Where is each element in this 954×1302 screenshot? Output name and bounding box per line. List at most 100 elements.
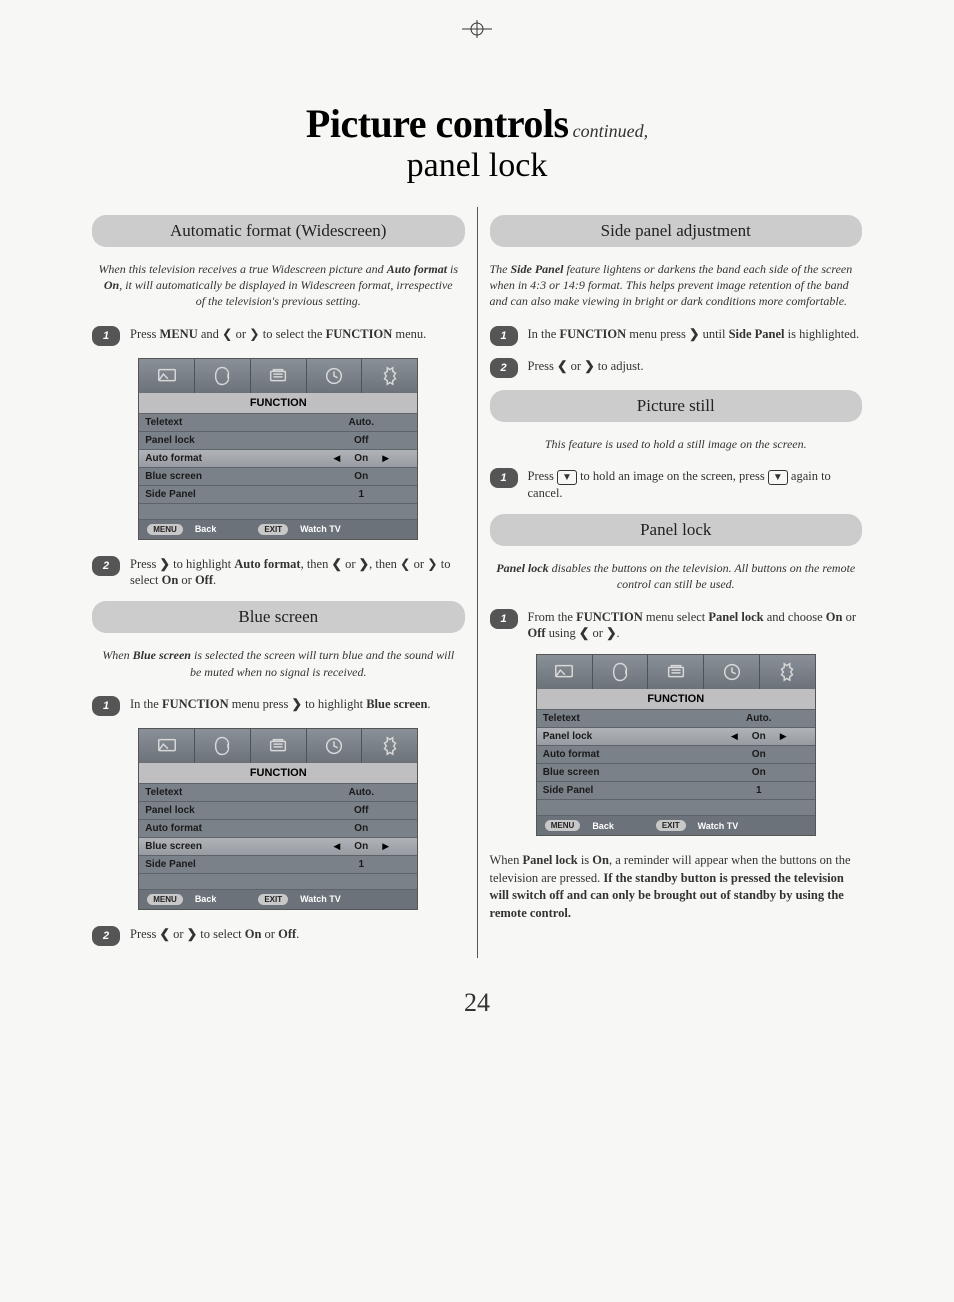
panel-lock-step-1: 1 From the FUNCTION menu select Panel lo…: [490, 609, 863, 643]
osd-row: Auto format On: [139, 819, 417, 837]
left-arrow-icon: ◀: [333, 453, 340, 464]
osd-footer: MENUBackEXITWatch TV: [139, 889, 417, 909]
step-text: In the FUNCTION menu press ❯ until Side …: [528, 326, 860, 346]
side-panel-step-1: 1 In the FUNCTION menu press ❯ until Sid…: [490, 326, 863, 346]
osd-row-value: On: [346, 471, 376, 482]
osd-tab-icon: [307, 359, 363, 393]
osd-function-menu-3: FUNCTIONTeletextAuto.Panel lock◀On▶Auto …: [536, 654, 816, 836]
manual-page: Picture controls continued, panel lock A…: [0, 20, 954, 1018]
osd-tab-icon: [362, 359, 417, 393]
osd-row-label: Blue screen: [145, 841, 311, 852]
osd-title: FUNCTION: [139, 393, 417, 413]
osd-row-label: Blue screen: [145, 471, 311, 482]
osd-row: Panel lock Off: [139, 801, 417, 819]
section-picture-still-header: Picture still: [490, 390, 863, 422]
osd-row-label: Side Panel: [145, 489, 311, 500]
osd-row-label: Auto format: [145, 823, 311, 834]
step-number: 1: [490, 609, 518, 629]
osd-row-value: Off: [346, 805, 376, 816]
osd-tab-icon: [362, 729, 417, 763]
osd-tab-icon: [537, 655, 593, 689]
osd-title: FUNCTION: [537, 689, 815, 709]
content-columns: Automatic format (Widescreen) When this …: [80, 207, 874, 958]
section-auto-format-header: Automatic format (Widescreen): [92, 215, 465, 247]
auto-format-step-2: 2 Press ❯ to highlight Auto format, then…: [92, 556, 465, 590]
auto-format-intro: When this television receives a true Wid…: [92, 261, 465, 310]
exit-pill: EXIT: [258, 894, 288, 905]
osd-row-value: 1: [744, 785, 774, 796]
blue-screen-intro: When Blue screen is selected the screen …: [92, 647, 465, 679]
crop-mark: [80, 20, 874, 40]
step-text: Press ❮ or ❯ to adjust.: [528, 358, 644, 378]
osd-footer: MENUBackEXITWatch TV: [537, 815, 815, 835]
step-number: 1: [490, 468, 518, 488]
osd-row-label: Auto format: [543, 749, 709, 760]
osd-row: Blue screen On: [139, 467, 417, 485]
side-panel-step-2: 2 Press ❮ or ❯ to adjust.: [490, 358, 863, 378]
hold-icon: ▼: [557, 470, 577, 486]
osd-row: Side Panel1: [139, 855, 417, 873]
section-panel-lock-header: Panel lock: [490, 514, 863, 546]
right-arrow-icon: ▶: [780, 731, 787, 742]
exit-pill: EXIT: [258, 524, 288, 535]
title-continued: continued,: [573, 121, 648, 141]
osd-row-value: On: [744, 749, 774, 760]
step-text: Press ❮ or ❯Press ❮ or ❯ to select to se…: [130, 926, 299, 946]
page-title: Picture controls continued, panel lock: [80, 100, 874, 185]
side-panel-intro: The Side Panel feature lightens or darke…: [490, 261, 863, 310]
menu-pill: MENU: [545, 820, 581, 831]
osd-row-value: Auto.: [346, 787, 376, 798]
osd-row-label: Panel lock: [145, 805, 311, 816]
osd-row-value: Off: [346, 435, 376, 446]
osd-row: Blue screen◀On▶: [139, 837, 417, 855]
step-text: In the FUNCTION menu press ❯ to highligh…: [130, 696, 431, 716]
osd-row-value: Auto.: [346, 417, 376, 428]
right-column: Side panel adjustment The Side Panel fea…: [478, 207, 875, 958]
osd-row-label: Auto format: [145, 453, 311, 464]
osd-row-value: On: [346, 823, 376, 834]
osd-row: Panel lockOff: [139, 431, 417, 449]
panel-lock-note: When Panel lock is On, a reminder will a…: [490, 852, 863, 922]
osd-tab-icon: [195, 729, 251, 763]
osd-row-label: Teletext: [145, 787, 311, 798]
title-sub: panel lock: [407, 147, 548, 184]
step-number: 2: [490, 358, 518, 378]
osd-row-label: Side Panel: [543, 785, 709, 796]
step-number: 2: [92, 556, 120, 576]
section-blue-screen-header: Blue screen: [92, 601, 465, 633]
step-text: From the FUNCTION menu select Panel lock…: [528, 609, 863, 643]
menu-pill: MENU: [147, 524, 183, 535]
osd-tab-icon: [139, 359, 195, 393]
step-text: Press MENU and ❮ or ❯ to select the FUNC…: [130, 326, 426, 346]
osd-tab-icon: [139, 729, 195, 763]
left-arrow-icon: ◀: [333, 841, 340, 852]
page-number: 24: [80, 988, 874, 1018]
osd-row: Auto format On: [537, 745, 815, 763]
osd-tab-icon: [760, 655, 815, 689]
left-column: Automatic format (Widescreen) When this …: [80, 207, 478, 958]
osd-row: Panel lock◀On▶: [537, 727, 815, 745]
osd-tab-icon: [251, 729, 307, 763]
right-arrow-icon: ▶: [382, 841, 389, 852]
step-number: 1: [490, 326, 518, 346]
osd-row-value: 1: [346, 489, 376, 500]
osd-function-menu-1: FUNCTIONTeletextAuto.Panel lockOff Auto f…: [138, 358, 418, 540]
hold-icon: ▼: [768, 470, 788, 486]
title-main: Picture controls: [306, 101, 569, 146]
menu-pill: MENU: [147, 894, 183, 905]
osd-row: TeletextAuto.: [537, 709, 815, 727]
osd-row-value: 1: [346, 859, 376, 870]
step-text: Press ❯ to highlight Auto format, then ❮…: [130, 556, 465, 590]
osd-row: TeletextAuto.: [139, 413, 417, 431]
picture-still-step-1: 1 Press ▼ to hold an image on the screen…: [490, 468, 863, 502]
step-number: 2: [92, 926, 120, 946]
section-side-panel-header: Side panel adjustment: [490, 215, 863, 247]
osd-row-value: On: [346, 453, 376, 464]
osd-row: Side Panel 1: [139, 485, 417, 503]
osd-tab-icon: [593, 655, 649, 689]
auto-format-step-1: 1 Press MENU and ❮ or ❯ to select the FU…: [92, 326, 465, 346]
osd-function-menu-2: FUNCTIONTeletextAuto.Panel lockOffAuto f…: [138, 728, 418, 910]
osd-row: Blue screenOn: [537, 763, 815, 781]
osd-tab-icon: [648, 655, 704, 689]
step-number: 1: [92, 326, 120, 346]
